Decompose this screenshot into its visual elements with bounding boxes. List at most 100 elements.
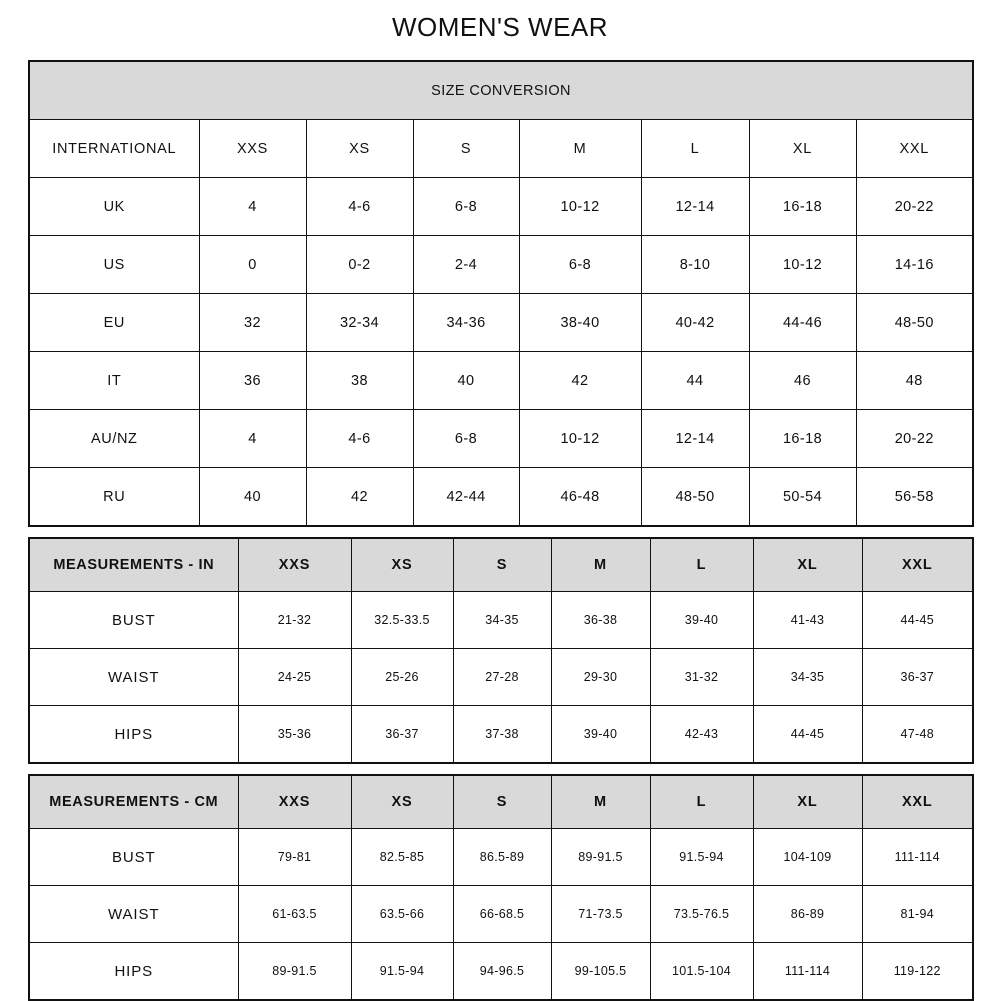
measurements-cm-row-label-waist: WAIST bbox=[28, 885, 239, 943]
conversion-cell: 12-14 bbox=[640, 409, 750, 468]
measurements-cm-cell: 86-89 bbox=[752, 885, 863, 943]
measurements-cm-size-l: L bbox=[649, 774, 754, 829]
conversion-cell: 44-46 bbox=[748, 293, 857, 352]
measurements-in-row-label-waist: WAIST bbox=[28, 648, 239, 706]
conversion-size-s: S bbox=[412, 119, 520, 178]
size-conversion-header-row: INTERNATIONAL XXS XS S M L XL XXL bbox=[28, 119, 974, 178]
measurements-cm-size-xxl: XXL bbox=[861, 774, 974, 829]
table-row: AU/NZ 4 4-6 6-8 10-12 12-14 16-18 20-22 bbox=[28, 409, 974, 468]
conversion-row-label-aunz: AU/NZ bbox=[28, 409, 200, 468]
conversion-row-label-us: US bbox=[28, 235, 200, 294]
measurements-cm-cell: 79-81 bbox=[237, 828, 352, 886]
conversion-cell: 6-8 bbox=[518, 235, 642, 294]
conversion-cell: 0-2 bbox=[305, 235, 414, 294]
measurements-in-size-l: L bbox=[649, 537, 754, 592]
conversion-size-xxs: XXS bbox=[198, 119, 307, 178]
measurements-cm-cell: 91.5-94 bbox=[649, 828, 754, 886]
measurements-in-cell: 44-45 bbox=[861, 591, 974, 649]
conversion-cell: 14-16 bbox=[855, 235, 974, 294]
measurements-cm-cell: 82.5-85 bbox=[350, 828, 454, 886]
conversion-cell: 42 bbox=[518, 351, 642, 410]
measurements-in-size-xl: XL bbox=[752, 537, 863, 592]
measurements-cm-table: MEASUREMENTS - CM XXS XS S M L XL XXL BU… bbox=[28, 774, 974, 1001]
measurements-in-size-s: S bbox=[452, 537, 552, 592]
conversion-cell: 16-18 bbox=[748, 409, 857, 468]
conversion-cell: 38 bbox=[305, 351, 414, 410]
table-row: WAIST 61-63.5 63.5-66 66-68.5 71-73.5 73… bbox=[28, 885, 974, 943]
size-conversion-banner-row: SIZE CONVERSION bbox=[28, 60, 974, 120]
measurements-in-cell: 34-35 bbox=[452, 591, 552, 649]
measurements-in-cell: 42-43 bbox=[649, 705, 754, 764]
conversion-cell: 42-44 bbox=[412, 467, 520, 527]
measurements-cm-cell: 101.5-104 bbox=[649, 942, 754, 1001]
measurements-cm-cell: 86.5-89 bbox=[452, 828, 552, 886]
measurements-in-table-wrapper: MEASUREMENTS - IN XXS XS S M L XL XXL BU… bbox=[28, 537, 974, 764]
measurements-in-row-label-hips: HIPS bbox=[28, 705, 239, 764]
measurements-cm-cell: 71-73.5 bbox=[550, 885, 651, 943]
measurements-cm-row-label-bust: BUST bbox=[28, 828, 239, 886]
conversion-cell: 50-54 bbox=[748, 467, 857, 527]
conversion-cell: 42 bbox=[305, 467, 414, 527]
measurements-cm-cell: 61-63.5 bbox=[237, 885, 352, 943]
measurements-in-size-xxl: XXL bbox=[861, 537, 974, 592]
page-title: WOMEN'S WEAR bbox=[391, 12, 609, 42]
conversion-cell: 40 bbox=[198, 467, 307, 527]
conversion-cell: 40-42 bbox=[640, 293, 750, 352]
measurements-cm-size-xs: XS bbox=[350, 774, 454, 829]
table-row: WAIST 24-25 25-26 27-28 29-30 31-32 34-3… bbox=[28, 648, 974, 706]
measurements-cm-cell: 119-122 bbox=[861, 942, 974, 1001]
conversion-cell: 6-8 bbox=[412, 409, 520, 468]
measurements-in-row-label-bust: BUST bbox=[28, 591, 239, 649]
table-row: US 0 0-2 2-4 6-8 8-10 10-12 14-16 bbox=[28, 235, 974, 294]
measurements-cm-cell: 91.5-94 bbox=[350, 942, 454, 1001]
measurements-cm-cell: 63.5-66 bbox=[350, 885, 454, 943]
measurements-cm-size-m: M bbox=[550, 774, 651, 829]
conversion-cell: 10-12 bbox=[748, 235, 857, 294]
size-conversion-banner: SIZE CONVERSION bbox=[28, 60, 974, 120]
conversion-cell: 48 bbox=[855, 351, 974, 410]
conversion-cell: 20-22 bbox=[855, 409, 974, 468]
conversion-cell: 48-50 bbox=[855, 293, 974, 352]
measurements-cm-size-xl: XL bbox=[752, 774, 863, 829]
conversion-cell: 16-18 bbox=[748, 177, 857, 236]
measurements-in-cell: 41-43 bbox=[752, 591, 863, 649]
conversion-cell: 6-8 bbox=[412, 177, 520, 236]
conversion-cell: 0 bbox=[198, 235, 307, 294]
measurements-in-size-m: M bbox=[550, 537, 651, 592]
measurements-in-cell: 47-48 bbox=[861, 705, 974, 764]
measurements-in-cell: 35-36 bbox=[237, 705, 352, 764]
measurements-in-cell: 36-37 bbox=[861, 648, 974, 706]
conversion-cell: 46-48 bbox=[518, 467, 642, 527]
conversion-cell: 46 bbox=[748, 351, 857, 410]
conversion-cell: 36 bbox=[198, 351, 307, 410]
conversion-cell: 4-6 bbox=[305, 177, 414, 236]
measurements-in-cell: 36-38 bbox=[550, 591, 651, 649]
conversion-cell: 38-40 bbox=[518, 293, 642, 352]
table-row: RU 40 42 42-44 46-48 48-50 50-54 56-58 bbox=[28, 467, 974, 527]
measurements-in-cell: 25-26 bbox=[350, 648, 454, 706]
conversion-cell: 32 bbox=[198, 293, 307, 352]
measurements-in-size-xs: XS bbox=[350, 537, 454, 592]
conversion-cell: 44 bbox=[640, 351, 750, 410]
measurements-cm-corner-label: MEASUREMENTS - CM bbox=[28, 774, 239, 829]
measurements-in-cell: 24-25 bbox=[237, 648, 352, 706]
conversion-row-label-ru: RU bbox=[28, 467, 200, 527]
measurements-in-cell: 37-38 bbox=[452, 705, 552, 764]
measurements-in-cell: 34-35 bbox=[752, 648, 863, 706]
conversion-cell: 12-14 bbox=[640, 177, 750, 236]
measurements-cm-cell: 73.5-76.5 bbox=[649, 885, 754, 943]
measurements-in-size-xxs: XXS bbox=[237, 537, 352, 592]
conversion-size-xxl: XXL bbox=[855, 119, 974, 178]
measurements-in-cell: 36-37 bbox=[350, 705, 454, 764]
size-conversion-table: SIZE CONVERSION INTERNATIONAL XXS XS S M… bbox=[28, 60, 974, 527]
size-conversion-table-wrapper: SIZE CONVERSION INTERNATIONAL XXS XS S M… bbox=[28, 60, 974, 527]
conversion-row-label-it: IT bbox=[28, 351, 200, 410]
measurements-cm-size-xxs: XXS bbox=[237, 774, 352, 829]
table-row: EU 32 32-34 34-36 38-40 40-42 44-46 48-5… bbox=[28, 293, 974, 352]
measurements-in-cell: 27-28 bbox=[452, 648, 552, 706]
table-row: HIPS 89-91.5 91.5-94 94-96.5 99-105.5 10… bbox=[28, 942, 974, 1001]
measurements-cm-cell: 104-109 bbox=[752, 828, 863, 886]
measurements-cm-cell: 99-105.5 bbox=[550, 942, 651, 1001]
conversion-row-label-uk: UK bbox=[28, 177, 200, 236]
